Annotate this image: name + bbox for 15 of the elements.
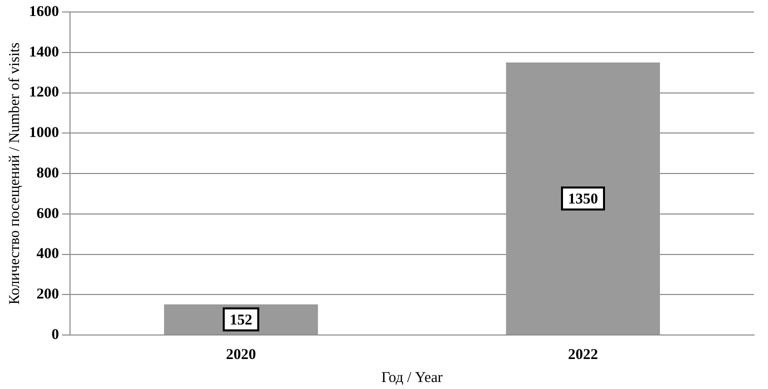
x-axis-title: Год / Year: [381, 370, 443, 386]
y-tick-label: 400: [36, 246, 59, 262]
y-tick-label: 1000: [29, 125, 59, 141]
x-tick-label: 2022: [568, 346, 598, 363]
y-tick-label: 800: [36, 165, 59, 182]
y-tick-label: 1600: [29, 4, 59, 20]
y-tick-label: 600: [36, 206, 59, 222]
y-tick-label: 1400: [29, 44, 59, 60]
y-axis-title: Количество посещений / Number of visits: [6, 42, 23, 305]
y-tick-label: 1200: [29, 84, 59, 101]
x-tick-label: 2020: [226, 346, 256, 363]
y-tick-label: 0: [52, 326, 59, 343]
y-tick-label: 200: [36, 286, 59, 302]
data-label: 152: [230, 312, 252, 328]
data-label: 1350: [568, 191, 598, 208]
